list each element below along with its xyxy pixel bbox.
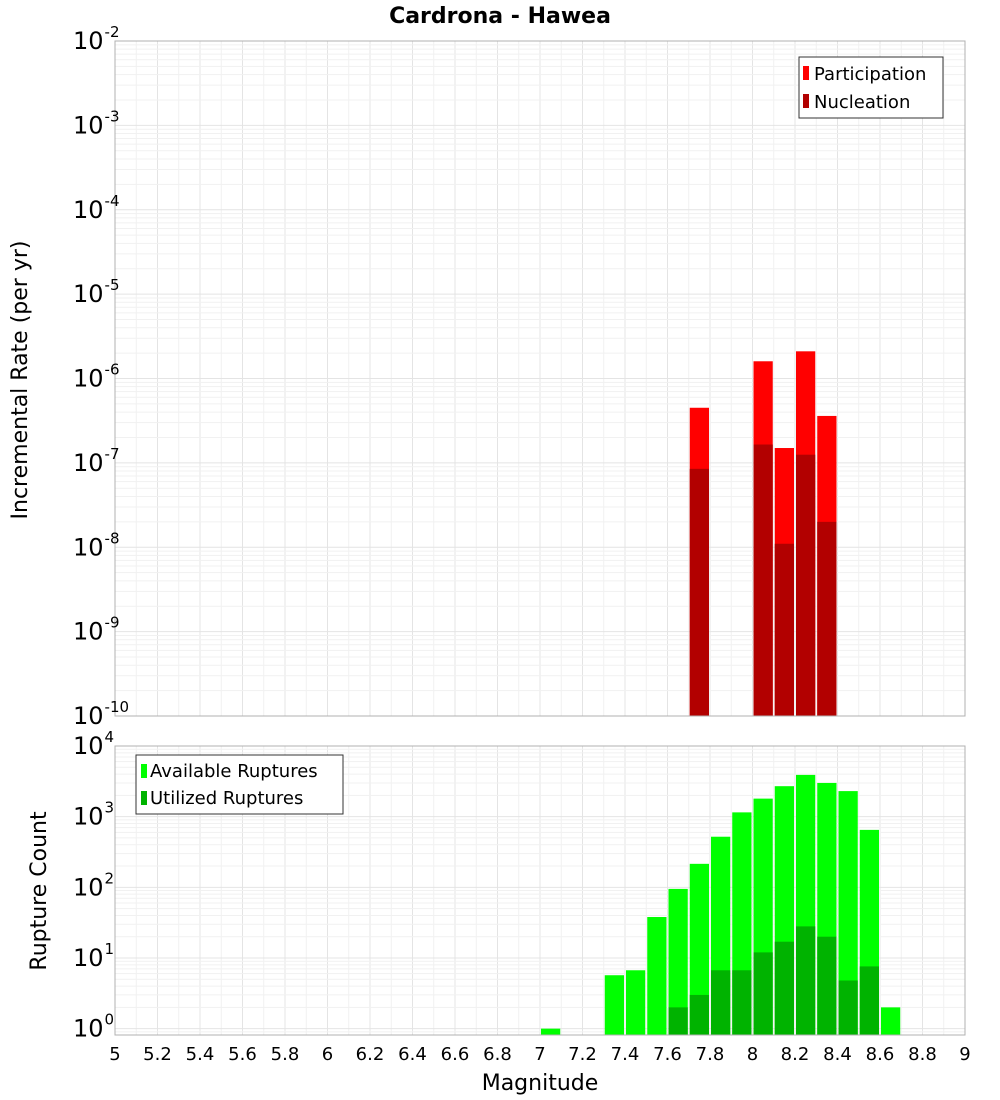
x-tick-label: 5.6	[228, 1044, 257, 1065]
nucleation-legend-label: Nucleation	[814, 92, 910, 113]
utilized-ruptures-bar	[796, 926, 816, 1035]
x-tick-label: 8	[747, 1044, 758, 1065]
utilized-ruptures-bar	[668, 1007, 688, 1035]
available-ruptures-bar	[881, 1007, 901, 1035]
utilized-ruptures-bar	[732, 970, 752, 1035]
utilized-legend-label: Utilized Ruptures	[150, 788, 303, 809]
count-frame	[114, 745, 966, 1036]
x-tick-label: 6	[322, 1044, 333, 1065]
x-tick-label: 5.4	[186, 1044, 215, 1065]
available-ruptures-bar	[668, 888, 688, 1035]
count-y-tick-label: 104	[73, 728, 114, 760]
rate-bars	[689, 351, 837, 716]
x-tick-label: 7.8	[696, 1044, 725, 1065]
count-legend: Available Ruptures Utilized Ruptures	[135, 754, 344, 815]
x-tick-label: 7.4	[611, 1044, 640, 1065]
count-y-tick-label: 101	[73, 940, 114, 972]
utilized-ruptures-bar	[774, 941, 794, 1035]
rate-panel: 10-10 10-9 10-8 10-7 10-6 10-5 10-4 10-3 10-2 In…	[8, 23, 966, 730]
count-y-tick-label: 102	[73, 869, 114, 901]
rate-y-tick-label: 10-8	[73, 529, 120, 561]
rate-legend: Participation Nucleation	[798, 56, 944, 119]
available-ruptures-bar	[604, 975, 624, 1035]
utilized-ruptures-bar	[817, 936, 837, 1035]
x-axis-label: Magnitude	[482, 1071, 599, 1096]
x-tick-label: 8.2	[781, 1044, 810, 1065]
available-ruptures-bar	[626, 970, 646, 1035]
x-tick-label: 8.8	[908, 1044, 937, 1065]
nucleation-bar	[817, 521, 837, 716]
x-tick-label: 6.4	[398, 1044, 427, 1065]
utilized-ruptures-bar	[689, 994, 709, 1035]
rate-y-tick-label: 10-3	[73, 107, 120, 139]
count-y-tick-label: 100	[73, 1011, 114, 1043]
x-tick-label: 8.6	[866, 1044, 895, 1065]
nucleation-bar	[753, 444, 773, 716]
available-legend-swatch	[141, 764, 147, 778]
nucleation-legend-swatch	[803, 94, 809, 108]
rate-y-tick-label: 10-4	[73, 192, 120, 224]
count-y-tick-label: 103	[73, 799, 114, 831]
nucleation-bar	[774, 543, 794, 716]
rate-y-label: Incremental Rate (per yr)	[8, 241, 33, 520]
rate-frame	[114, 40, 966, 717]
available-legend-label: Available Ruptures	[150, 761, 318, 782]
count-bars	[541, 774, 901, 1035]
rate-y-tick-label: 10-10	[73, 698, 129, 730]
rate-legend-box	[798, 56, 944, 119]
count-legend-box	[135, 754, 344, 815]
utilized-legend-swatch	[141, 791, 147, 805]
nucleation-bar	[796, 454, 816, 716]
rate-y-ticks: 10-10 10-9 10-8 10-7 10-6 10-5 10-4 10-3 10-2	[73, 23, 129, 730]
x-tick-label: 5	[109, 1044, 120, 1065]
rate-y-tick-label: 10-2	[73, 23, 120, 55]
x-tick-label: 7.2	[568, 1044, 597, 1065]
nucleation-bar	[689, 468, 709, 716]
x-tick-label: 7	[534, 1044, 545, 1065]
count-panel: 100 101 102 103 104 Rupture Count Available …	[27, 728, 966, 1043]
count-y-label: Rupture Count	[27, 811, 52, 971]
chart-title: Cardrona - Hawea	[389, 4, 611, 29]
x-tick-label: 6.2	[356, 1044, 385, 1065]
x-tick-label: 7.6	[653, 1044, 682, 1065]
x-tick-label: 9	[959, 1044, 970, 1065]
rate-grid	[114, 41, 966, 717]
available-ruptures-bar	[838, 791, 858, 1035]
rate-y-tick-label: 10-7	[73, 445, 120, 477]
participation-legend-label: Participation	[814, 64, 926, 85]
rate-y-tick-label: 10-9	[73, 614, 120, 646]
participation-legend-swatch	[803, 66, 809, 80]
x-tick-label: 5.2	[143, 1044, 172, 1065]
x-tick-label: 5.8	[271, 1044, 300, 1065]
utilized-ruptures-bar	[838, 980, 858, 1035]
available-ruptures-bar	[689, 863, 709, 1035]
available-ruptures-bar	[647, 917, 667, 1035]
x-tick-label: 6.8	[483, 1044, 512, 1065]
utilized-ruptures-bar	[753, 952, 773, 1035]
utilized-ruptures-bar	[859, 966, 879, 1035]
available-ruptures-bar	[541, 1028, 561, 1035]
x-tick-label: 8.4	[823, 1044, 852, 1065]
rate-y-tick-label: 10-5	[73, 276, 120, 308]
rate-y-tick-label: 10-6	[73, 361, 120, 393]
utilized-ruptures-bar	[711, 970, 731, 1035]
x-ticks: 5 5.2 5.4 5.6 5.8 6 6.2 6.4 6.6 6.8 7 7.2 7.4 7.6 7.8 8…	[109, 1044, 970, 1065]
count-y-ticks: 100 101 102 103 104	[73, 728, 114, 1043]
x-tick-label: 6.6	[441, 1044, 470, 1065]
